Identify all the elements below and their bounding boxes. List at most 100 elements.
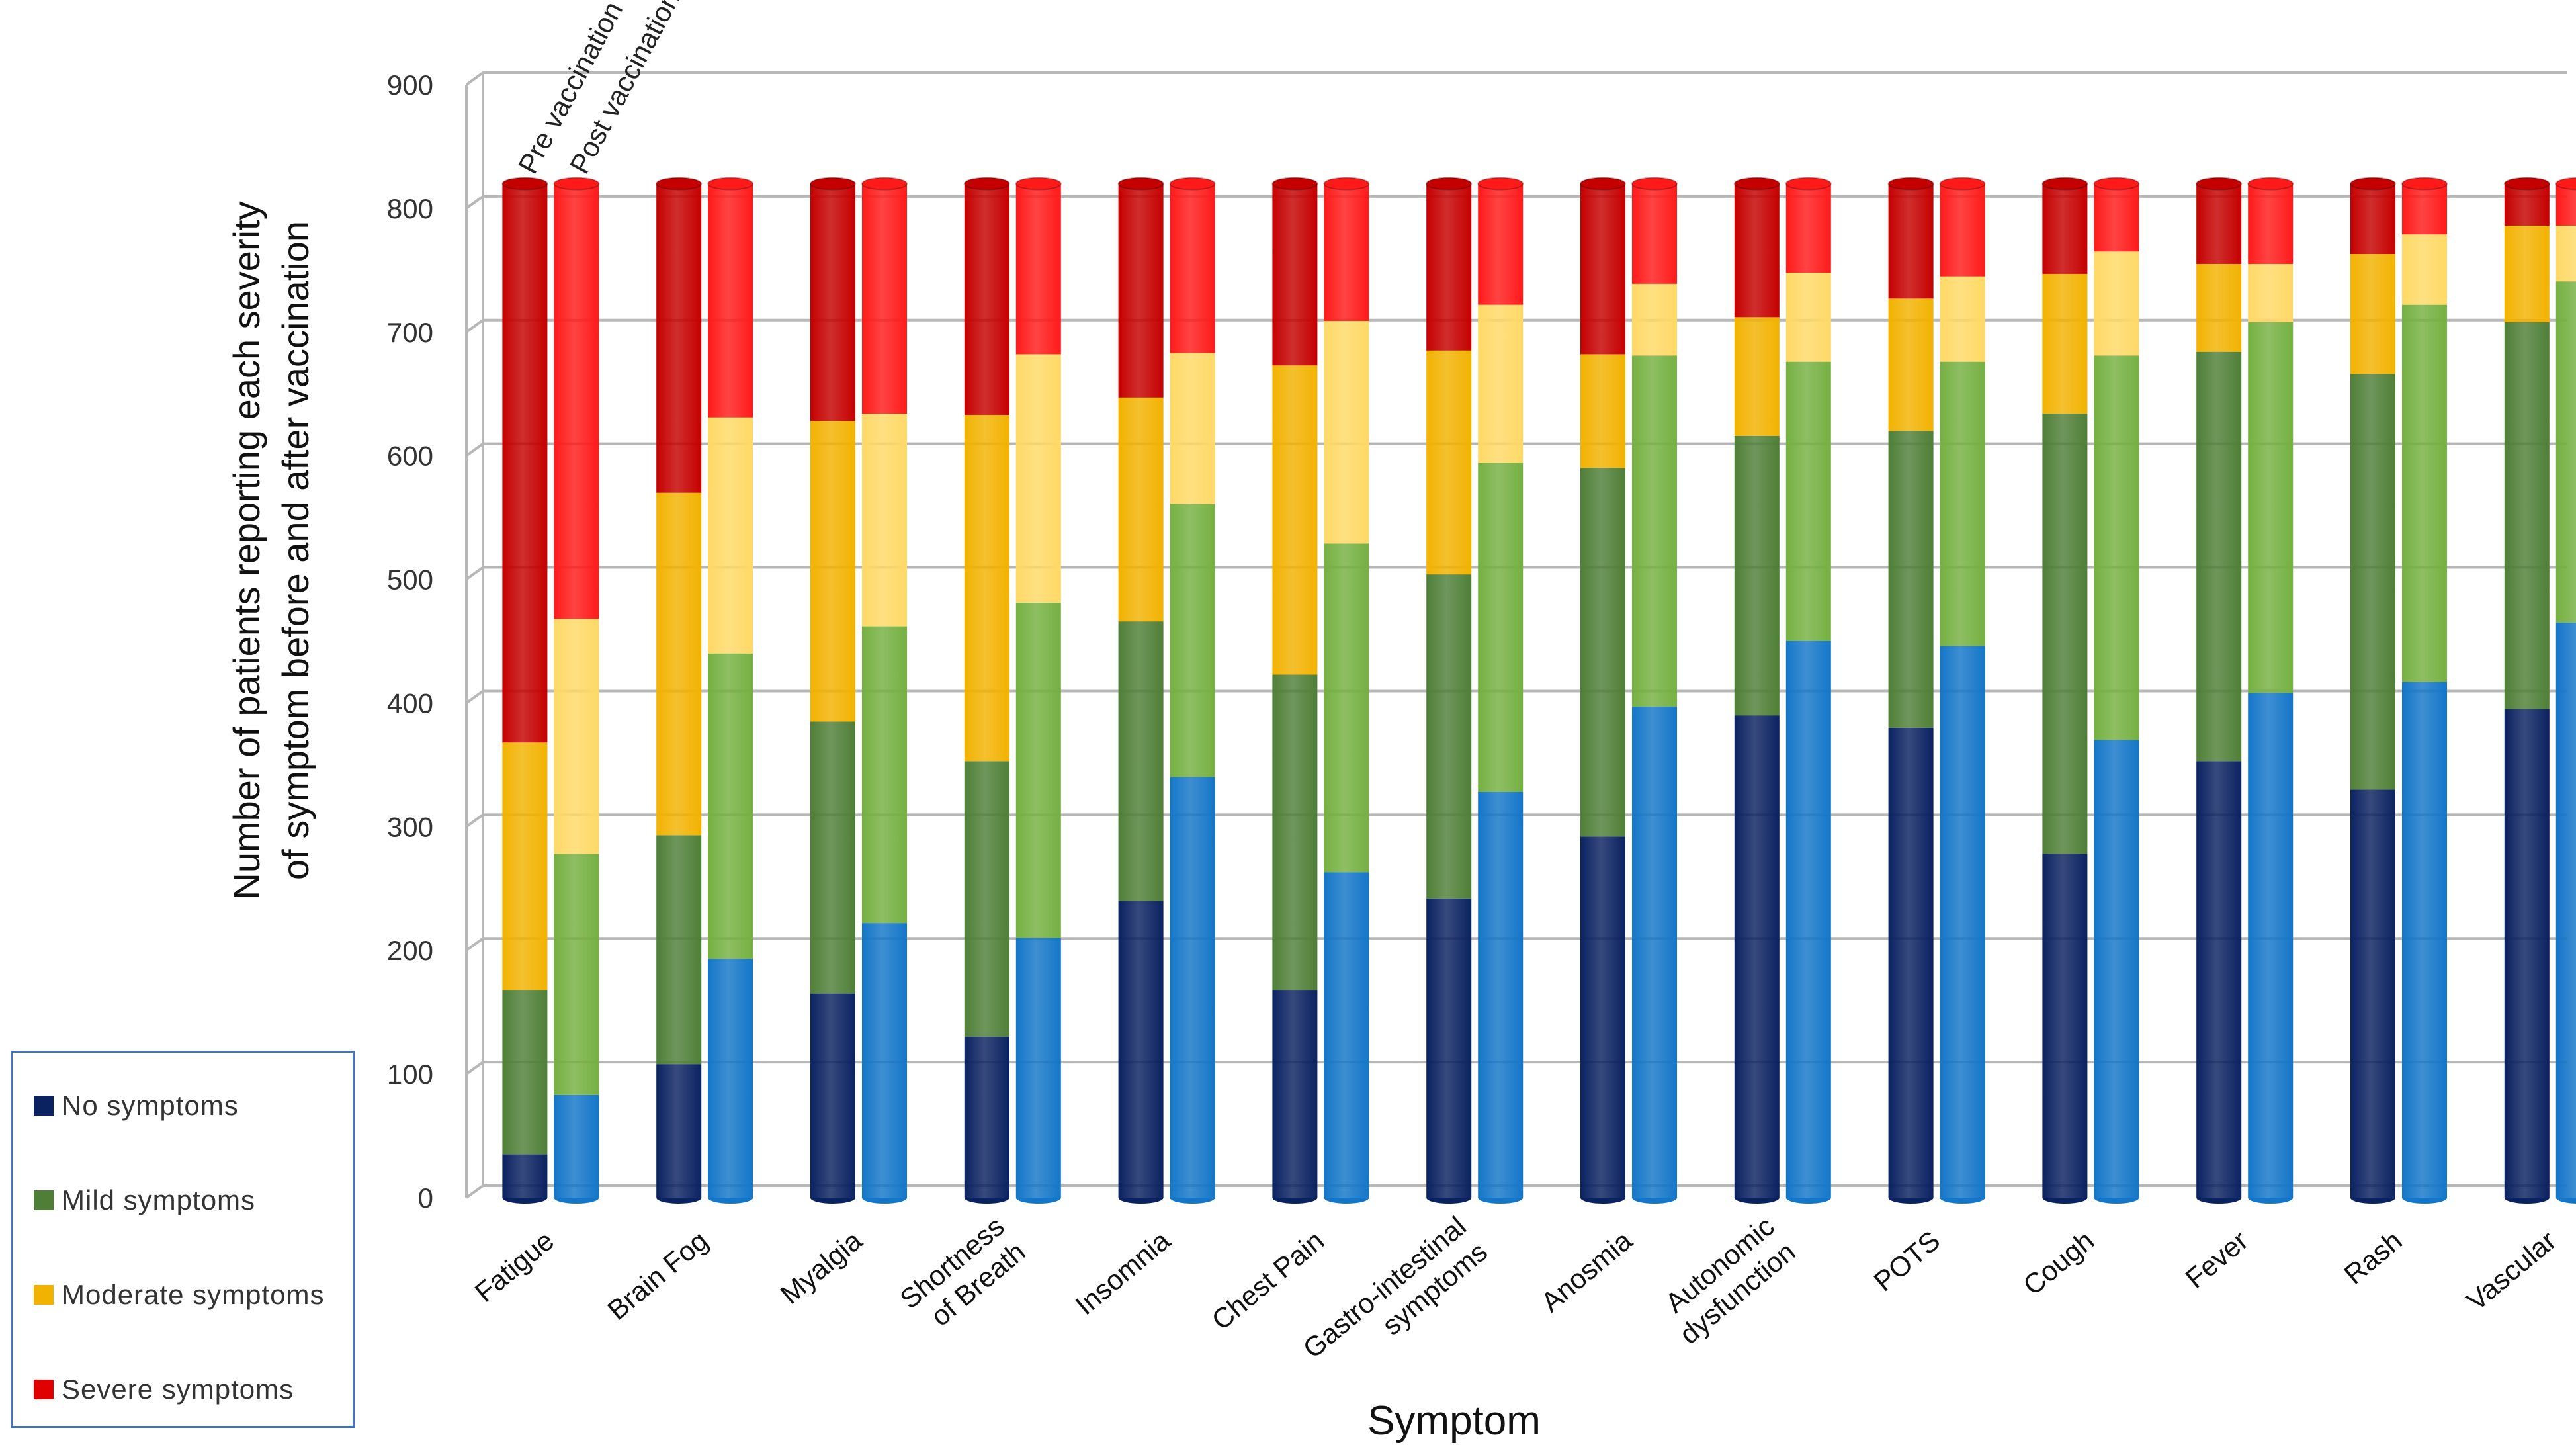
bar-segment-post-mild-symptoms — [1478, 462, 1524, 793]
bar-segment-post-severe-symptoms — [1632, 183, 1677, 284]
bar-segment-pre-no-symptoms — [964, 1037, 1009, 1198]
bar-top-cap-post — [2247, 177, 2294, 191]
bar-segment-post-severe-symptoms — [1015, 183, 1061, 355]
bar-segment-pre-severe-symptoms — [2504, 183, 2550, 226]
bar-bottom-cap-pre — [2504, 1198, 2550, 1204]
bar-top-cap-pre — [2196, 177, 2243, 191]
bar-bottom-cap-post — [1478, 1198, 1524, 1204]
bar-segment-pre-moderate-symptoms — [1272, 365, 1318, 675]
x-tick-label-line: Anosmia — [1535, 1224, 1638, 1317]
bar-post-8 — [1785, 177, 1832, 1204]
bar-segment-pre-moderate-symptoms — [1888, 298, 1934, 431]
bar-segment-post-moderate-symptoms — [1785, 273, 1831, 362]
bar-segment-pre-severe-symptoms — [1734, 183, 1780, 318]
bar-segment-post-moderate-symptoms — [554, 619, 599, 854]
bar-segment-pre-moderate-symptoms — [2350, 254, 2395, 374]
bar-segment-post-mild-symptoms — [862, 626, 907, 924]
bar-segment-post-severe-symptoms — [708, 183, 753, 418]
x-tick-label-line: Rash — [2338, 1225, 2407, 1290]
bar-top-cap-post — [553, 177, 600, 191]
bar-segment-pre-mild-symptoms — [1734, 435, 1780, 716]
bar-bottom-cap-post — [1170, 1198, 1215, 1204]
gridline — [465, 71, 2567, 86]
bar-bottom-cap-post — [1785, 1198, 1831, 1204]
bar-bottom-cap-post — [708, 1198, 753, 1204]
bar-top-cap-post — [2555, 177, 2576, 191]
legend-label: Mild symptoms — [62, 1184, 256, 1215]
bar-segment-pre-severe-symptoms — [1580, 183, 1625, 355]
bar-segment-pre-severe-symptoms — [1118, 183, 1164, 398]
bar-segment-pre-mild-symptoms — [2042, 414, 2088, 854]
bar-pre-11 — [2196, 177, 2243, 1204]
legend-item-severe-symptoms: Severe symptoms — [34, 1370, 294, 1409]
bar-segment-post-no-symptoms — [1940, 646, 1985, 1198]
bar-segment-pre-mild-symptoms — [2504, 322, 2550, 709]
bar-segment-post-mild-symptoms — [2248, 322, 2294, 693]
bar-segment-post-mild-symptoms — [1785, 361, 1831, 641]
bar-bottom-cap-pre — [1888, 1198, 1934, 1204]
bar-segment-pre-no-symptoms — [1734, 715, 1780, 1198]
y-tick-label: 0 — [418, 1182, 433, 1213]
bar-pre-1 — [656, 177, 703, 1204]
bar-segment-pre-no-symptoms — [2350, 789, 2395, 1198]
bar-bottom-cap-pre — [502, 1198, 548, 1204]
bar-segment-post-moderate-symptoms — [1478, 304, 1524, 463]
bar-bottom-cap-pre — [810, 1198, 855, 1204]
bar-segment-pre-moderate-symptoms — [1734, 317, 1780, 436]
bar-pre-9 — [1887, 177, 1934, 1204]
legend-label: No symptoms — [62, 1090, 239, 1121]
bar-bottom-cap-pre — [656, 1198, 702, 1204]
bar-top-cap-pre — [1887, 177, 1934, 191]
bar-segment-pre-severe-symptoms — [1272, 183, 1318, 366]
bar-segment-pre-severe-symptoms — [2350, 183, 2395, 255]
bar-segment-post-no-symptoms — [2555, 622, 2576, 1198]
bar-segment-post-moderate-symptoms — [1170, 353, 1215, 504]
bar-segment-pre-mild-symptoms — [1888, 431, 1934, 728]
bar-segment-post-no-symptoms — [862, 923, 907, 1198]
bar-bottom-cap-pre — [1734, 1198, 1780, 1204]
bar-segment-post-severe-symptoms — [1170, 183, 1215, 353]
legend-swatch-mild-symptoms — [34, 1190, 54, 1210]
bar-segment-pre-severe-symptoms — [810, 183, 855, 421]
bar-segment-pre-moderate-symptoms — [2196, 263, 2242, 352]
x-tick-label: Autonomicdysfunction — [1653, 1210, 1801, 1350]
bar-segment-pre-no-symptoms — [810, 993, 855, 1198]
bar-top-cap-pre — [810, 177, 856, 191]
x-tick-label-line: Insomnia — [1070, 1224, 1176, 1321]
bar-segment-post-no-symptoms — [1015, 938, 1061, 1198]
bar-post-10 — [2093, 177, 2140, 1204]
x-tick-label-line: Vascular — [2461, 1225, 2562, 1317]
bar-segment-post-no-symptoms — [2248, 693, 2294, 1198]
x-tick-label: Vascular — [2461, 1225, 2562, 1317]
bar-post-11 — [2247, 177, 2294, 1204]
bar-segment-pre-mild-symptoms — [1580, 468, 1625, 837]
bar-segment-pre-severe-symptoms — [2196, 183, 2242, 264]
bar-bottom-cap-pre — [1426, 1198, 1472, 1204]
bar-segment-pre-no-symptoms — [2042, 854, 2088, 1198]
bar-segment-post-mild-symptoms — [1170, 504, 1215, 777]
bar-segment-post-severe-symptoms — [1324, 183, 1369, 321]
bar-top-cap-pre — [2503, 177, 2550, 191]
x-tick-label-line: Myalgia — [775, 1224, 869, 1309]
bar-segment-pre-mild-symptoms — [810, 721, 855, 994]
bar-segment-pre-no-symptoms — [1272, 990, 1318, 1198]
legend-label: Severe symptoms — [62, 1374, 294, 1405]
bar-top-cap-pre — [1733, 177, 1780, 191]
x-tick-label: Fever — [2180, 1225, 2254, 1294]
bar-segment-post-mild-symptoms — [708, 653, 753, 959]
bar-segment-pre-moderate-symptoms — [1118, 397, 1164, 622]
bar-top-cap-post — [1169, 177, 1216, 191]
bar-bottom-cap-pre — [964, 1198, 1009, 1204]
bar-segment-post-severe-symptoms — [554, 183, 599, 619]
x-tick-label: Cough — [2017, 1225, 2100, 1301]
y-tick-label: 400 — [387, 687, 433, 719]
bar-segment-post-moderate-symptoms — [1324, 320, 1369, 544]
bar-top-cap-post — [2401, 177, 2448, 191]
bar-segment-pre-no-symptoms — [1426, 898, 1472, 1198]
bar-bottom-cap-post — [1324, 1198, 1369, 1204]
bar-bottom-cap-post — [554, 1198, 599, 1204]
y-tick-label: 300 — [387, 811, 433, 842]
bar-bottom-cap-post — [2248, 1198, 2294, 1204]
bar-segment-pre-no-symptoms — [656, 1064, 702, 1198]
bar-pre-4 — [1117, 177, 1164, 1204]
